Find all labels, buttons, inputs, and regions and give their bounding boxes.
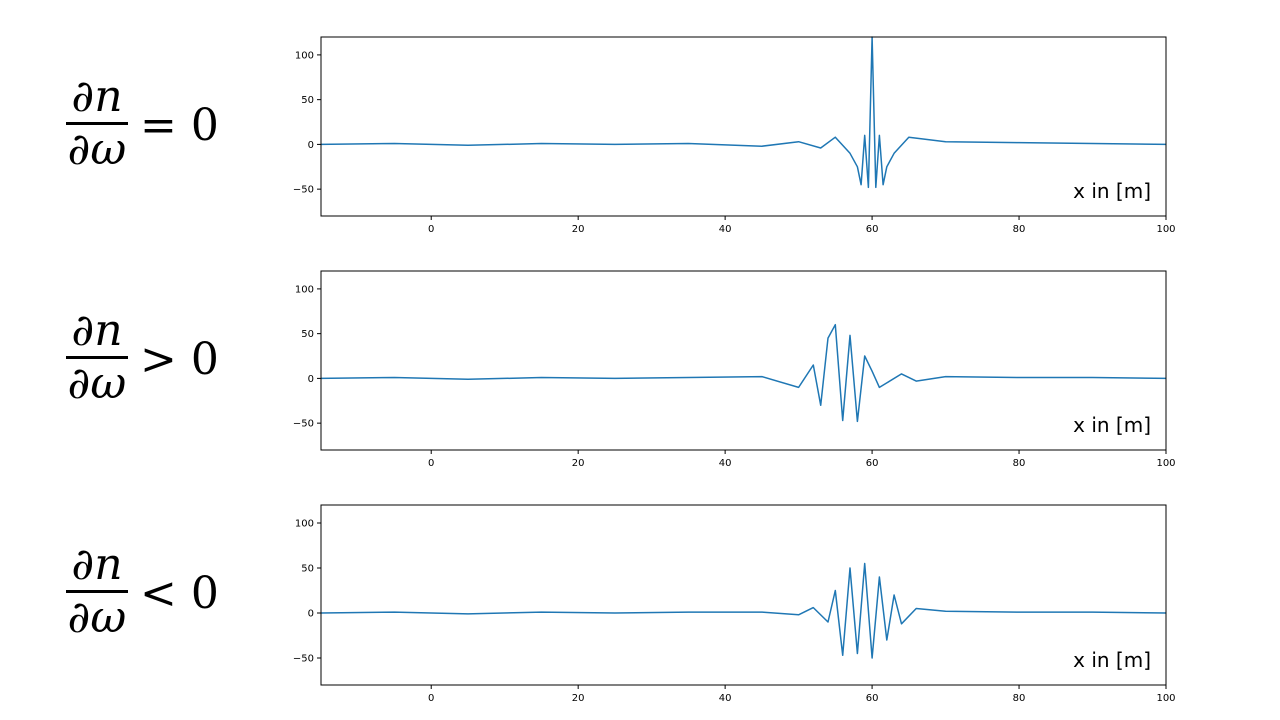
x-tick-label: 20	[572, 458, 585, 469]
y-tick-label: 100	[295, 519, 314, 530]
x-tick-label: 100	[1156, 224, 1175, 235]
y-tick-label: 0	[308, 140, 314, 151]
y-tick-label: −50	[293, 654, 314, 665]
x-tick-label: 60	[866, 693, 879, 704]
denominator: ∂ω	[67, 124, 127, 175]
fraction-bar	[66, 122, 128, 125]
series-line-2	[320, 323, 1167, 423]
equation-2: ∂n ∂ω > 0	[66, 308, 266, 418]
fraction-bar	[66, 356, 128, 359]
series-line-3	[320, 562, 1167, 659]
equation-1: ∂n ∂ω = 0	[66, 74, 266, 184]
x-tick-label: 40	[719, 458, 732, 469]
plot-frame-1	[320, 36, 1167, 217]
fraction-bar	[66, 590, 128, 593]
y-tick-label: 100	[295, 50, 314, 61]
denominator: ∂ω	[67, 358, 127, 409]
y-tick-label: −50	[293, 185, 314, 196]
x-tick-label: 60	[866, 458, 879, 469]
y-tick-label: −50	[293, 419, 314, 430]
x-tick-label: 80	[1013, 693, 1026, 704]
numerator: ∂n	[71, 539, 123, 590]
series-line-1	[320, 36, 1167, 189]
fraction: ∂n ∂ω	[66, 308, 128, 407]
fraction: ∂n ∂ω	[66, 74, 128, 173]
y-tick-label: 0	[308, 374, 314, 385]
numerator: ∂n	[71, 305, 123, 356]
y-tick-label: 50	[301, 95, 314, 106]
x-tick-label: 0	[428, 458, 434, 469]
plot-frame-2	[320, 270, 1167, 451]
x-tick-label: 20	[572, 224, 585, 235]
x-axis-annotation: x in [m]	[1073, 179, 1151, 203]
y-tick-label: 50	[301, 329, 314, 340]
y-tick-label: 100	[295, 284, 314, 295]
y-tick-label: 0	[308, 609, 314, 620]
x-axis-annotation: x in [m]	[1073, 648, 1151, 672]
x-tick-label: 20	[572, 693, 585, 704]
x-tick-label: 100	[1156, 458, 1175, 469]
relation: < 0	[140, 568, 219, 619]
relation: = 0	[140, 100, 219, 151]
numerator: ∂n	[71, 71, 123, 122]
x-tick-label: 100	[1156, 693, 1175, 704]
x-tick-label: 0	[428, 224, 434, 235]
denominator: ∂ω	[67, 592, 127, 643]
fraction: ∂n ∂ω	[66, 542, 128, 641]
plot-frame-3	[320, 504, 1167, 686]
x-tick-label: 80	[1013, 224, 1026, 235]
y-tick-label: 50	[301, 564, 314, 575]
relation: > 0	[140, 334, 219, 385]
x-tick-label: 60	[866, 224, 879, 235]
equation-3: ∂n ∂ω < 0	[66, 542, 266, 652]
x-tick-label: 40	[719, 224, 732, 235]
x-tick-label: 80	[1013, 458, 1026, 469]
x-tick-label: 0	[428, 693, 434, 704]
x-axis-annotation: x in [m]	[1073, 413, 1151, 437]
x-tick-label: 40	[719, 693, 732, 704]
